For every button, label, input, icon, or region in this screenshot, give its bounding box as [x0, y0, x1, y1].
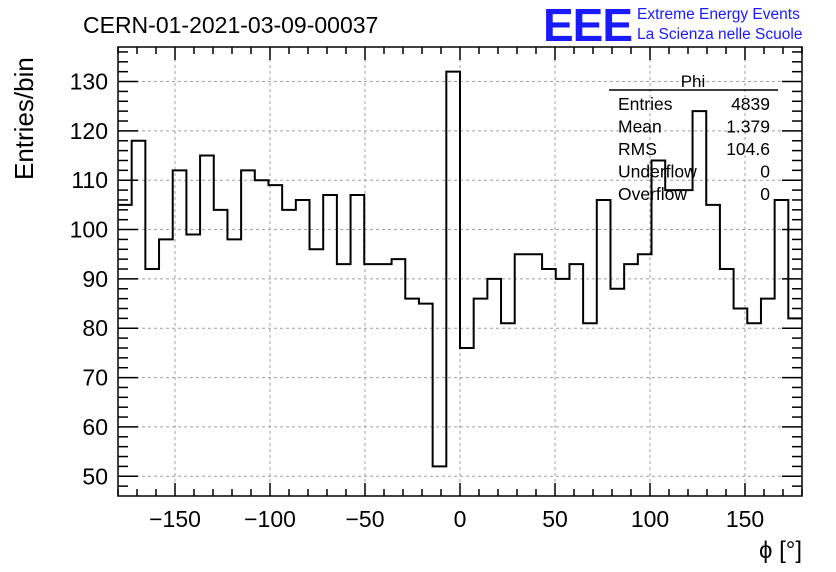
eee-logo-line1: Extreme Energy Events — [637, 6, 800, 23]
stats-box: Phi Entries 4839 Mean 1.379 RMS 104.6 Underflo… — [609, 72, 778, 204]
stats-row-label: Mean — [618, 117, 662, 137]
stats-row-value: 0 — [760, 162, 770, 182]
stats-rows: Entries 4839 Mean 1.379 RMS 104.6 Underflow 0 Ov… — [618, 94, 770, 204]
y-tick-label: 50 — [82, 463, 108, 489]
x-tick-label: −100 — [244, 506, 296, 532]
y-tick-label: 120 — [70, 118, 108, 144]
tick-labels: −150 −100 −50 0 50 100 150 50 60 70 80 90 100 110 120 1… — [70, 69, 765, 532]
y-tick-label: 100 — [70, 217, 108, 243]
x-tick-label: 50 — [542, 506, 568, 532]
y-tick-label: 130 — [70, 69, 108, 95]
stats-row-label: Overflow — [618, 184, 687, 204]
y-axis-label: Entries/bin — [9, 57, 39, 180]
axis-ticks — [117, 47, 803, 496]
x-axis-label: ϕ [°] — [759, 537, 802, 564]
stats-row-label: Entries — [618, 94, 673, 114]
stats-row-value: 1.379 — [726, 117, 770, 137]
y-tick-label: 80 — [82, 315, 108, 341]
stats-row-value: 104.6 — [726, 139, 770, 159]
x-tick-label: −150 — [149, 506, 201, 532]
x-tick-label: 0 — [454, 506, 467, 532]
run-title: CERN-01-2021-03-09-00037 — [83, 12, 378, 38]
x-tick-label: −50 — [345, 506, 384, 532]
x-tick-label: 100 — [631, 506, 669, 532]
eee-logo-text: EEE — [543, 0, 632, 51]
x-tick-label: 150 — [726, 506, 764, 532]
y-tick-label: 70 — [82, 365, 108, 391]
stats-row-label: RMS — [618, 139, 657, 159]
stats-row-value: 4839 — [731, 94, 770, 114]
y-tick-label: 110 — [71, 167, 108, 193]
y-tick-label: 60 — [82, 414, 108, 440]
stats-row-value: 0 — [760, 184, 770, 204]
histogram-step-line — [118, 70, 802, 468]
eee-logo: EEE Extreme Energy Events La Scienza nel… — [543, 0, 802, 51]
y-tick-label: 90 — [82, 266, 108, 292]
stats-row-label: Underflow — [618, 162, 697, 182]
stats-title: Phi — [681, 72, 706, 91]
eee-logo-line2: La Scienza nelle Scuole — [637, 26, 802, 43]
